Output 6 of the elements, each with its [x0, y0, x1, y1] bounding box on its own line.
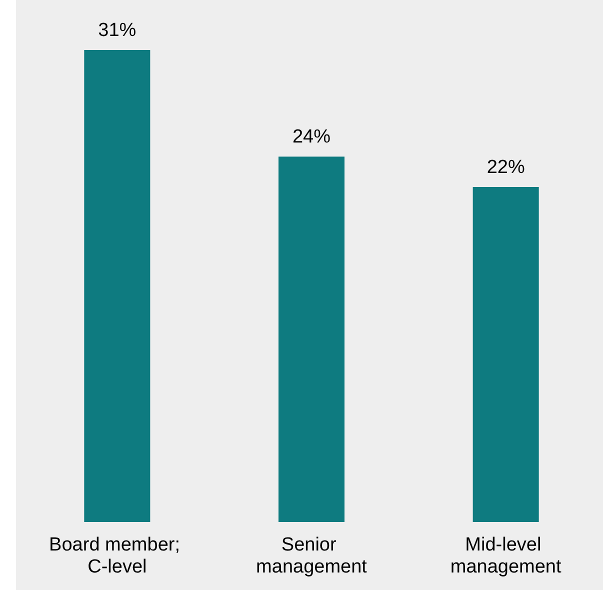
x-tick-label: Senior management [256, 534, 368, 578]
x-tick-label: Board member; C-level [49, 534, 186, 578]
x-tick-label: Mid-level management [450, 534, 562, 578]
data-label: 31% [98, 20, 136, 41]
data-label: 24% [292, 126, 331, 148]
data-label: 22% [486, 157, 525, 178]
